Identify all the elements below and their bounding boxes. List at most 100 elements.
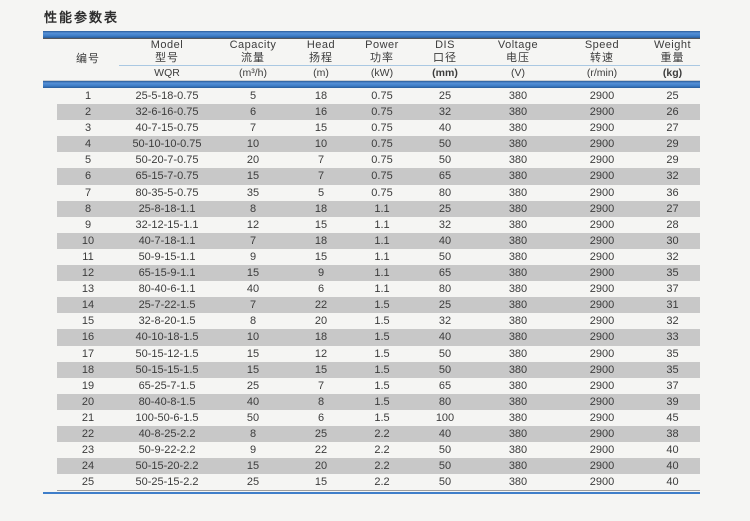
cell: 20 (314, 315, 328, 328)
col-header-weight: Weight 重量 (645, 39, 700, 66)
cell: 10 (314, 138, 328, 151)
cell: 2900 (589, 411, 615, 424)
cell: 65-15-7-0.75 (135, 170, 199, 183)
cell: 32-6-16-0.75 (135, 106, 199, 119)
col-header-speed: Speed 转速 (559, 39, 645, 66)
cell: 1.5 (374, 299, 390, 312)
cell: 12 (314, 347, 328, 360)
cell: 100-50-6-1.5 (135, 411, 199, 424)
cell: 15 (314, 476, 328, 489)
cell: 1.1 (374, 250, 390, 263)
cell: 29 (666, 138, 679, 151)
table-row: 1 25-5-18-0.75 5 18 0.75 25 380 2900 25 (57, 88, 700, 104)
table-row: 14 25-7-22-1.5 7 22 1.5 25 380 2900 31 (57, 297, 700, 314)
cell: 9 (84, 218, 92, 231)
cell: 20 (81, 395, 95, 408)
cell: 18 (314, 234, 328, 247)
cell: 380 (508, 427, 528, 440)
cell: 2900 (589, 299, 615, 312)
unit-capacity: (m³/h) (239, 66, 267, 79)
cell: 1.1 (374, 218, 390, 231)
cell: 2900 (589, 138, 615, 151)
table-row: 10 40-7-18-1.1 7 18 1.1 40 380 2900 30 (57, 232, 700, 249)
cell: 2900 (589, 186, 615, 199)
cell: 1.5 (374, 347, 390, 360)
cell: 25 (666, 90, 679, 102)
unit-model: WQR (154, 66, 180, 79)
cell: 380 (508, 444, 528, 457)
cell: 380 (508, 170, 528, 183)
cell: 80-35-5-0.75 (135, 186, 199, 199)
cell: 25 (314, 427, 328, 440)
header-row-units: WQR (m³/h) (m) (kW) (mm) (V) (r/min) (kg… (57, 66, 700, 81)
cell: 0.75 (371, 138, 393, 151)
cell: 2900 (589, 427, 615, 440)
cell: 380 (508, 476, 528, 489)
cell: 15 (314, 363, 328, 376)
cell: 65-25-7-1.5 (138, 379, 196, 392)
cell: 7 (317, 170, 325, 183)
cell: 40 (666, 444, 679, 457)
cell: 30 (666, 234, 679, 247)
cell: 380 (508, 395, 528, 408)
cell: 40-10-18-1.5 (135, 331, 199, 344)
page-title: 性能参数表 (44, 10, 120, 25)
bottom-accent-line (43, 492, 700, 495)
cell: 19 (81, 379, 95, 392)
cell: 32 (438, 315, 452, 328)
cell: 7 (84, 186, 92, 199)
cell: 50-15-20-2.2 (135, 460, 199, 473)
cell: 0.75 (371, 106, 393, 119)
cell: 32 (666, 315, 679, 328)
cell: 2900 (589, 379, 615, 392)
cell: 32-12-15-1.1 (135, 218, 199, 231)
cell: 6 (317, 283, 325, 296)
cell: 25-5-18-0.75 (135, 90, 199, 102)
cell: 50 (438, 138, 452, 151)
cell: 2900 (589, 170, 615, 183)
cell: 2900 (589, 476, 615, 489)
cell: 12 (81, 267, 95, 280)
cell: 1.1 (374, 267, 390, 280)
parameter-table: 编号 Model 型号 Capacity 流量 Head 扬程 Power 功率 DIS… (43, 39, 700, 490)
cell: 380 (508, 122, 528, 135)
cell: 50 (438, 444, 452, 457)
cell: 65 (438, 379, 452, 392)
cell: 36 (666, 186, 679, 199)
mid-accent-bar (43, 80, 700, 88)
cell: 2900 (589, 363, 615, 376)
cell: 6 (317, 411, 325, 424)
cell: 40 (438, 122, 452, 135)
cell: 2.2 (374, 476, 390, 489)
cell: 2900 (589, 154, 615, 167)
cell: 2 (84, 106, 92, 119)
unit-weight: (kg) (662, 66, 683, 79)
cell: 50-9-22-2.2 (138, 444, 196, 457)
cell: 380 (508, 267, 528, 280)
table-row: 12 65-15-9-1.1 15 9 1.1 65 380 2900 35 (57, 265, 700, 282)
cell: 32 (438, 218, 452, 231)
cell: 0.75 (371, 154, 393, 167)
table-row: 3 40-7-15-0.75 7 15 0.75 40 380 2900 27 (57, 120, 700, 136)
cell: 7 (317, 379, 325, 392)
cell: 40-8-25-2.2 (138, 427, 196, 440)
cell: 15 (314, 218, 328, 231)
cell: 380 (508, 90, 528, 102)
cell: 50 (438, 460, 452, 473)
cell: 16 (81, 331, 95, 344)
cell: 35 (666, 267, 679, 280)
cell: 18 (314, 331, 328, 344)
cell: 2900 (589, 444, 615, 457)
cell: 25 (438, 299, 452, 312)
cell: 1.5 (374, 395, 390, 408)
cell: 2900 (589, 395, 615, 408)
col-header-head: Head 扬程 (291, 39, 351, 66)
cell: 8 (84, 202, 92, 215)
cell: 380 (508, 363, 528, 376)
cell: 15 (314, 250, 328, 263)
cell: 2900 (589, 250, 615, 263)
table-row: 8 25-8-18-1.1 8 18 1.1 25 380 2900 27 (57, 200, 700, 217)
cell: 50-9-15-1.1 (138, 250, 196, 263)
table-row: 9 32-12-15-1.1 12 15 1.1 32 380 2900 28 (57, 217, 700, 233)
cell: 37 (666, 283, 679, 296)
